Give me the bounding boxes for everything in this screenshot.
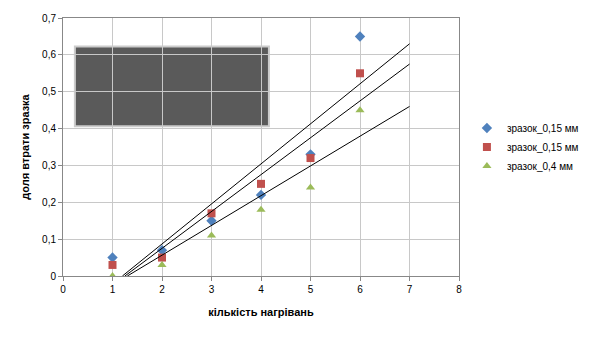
svg-text:0,3: 0,3 [42, 160, 56, 171]
svg-text:7: 7 [407, 284, 413, 295]
svg-text:5: 5 [308, 284, 314, 295]
svg-text:зразок_0,15 мм: зразок_0,15 мм [507, 142, 579, 153]
svg-text:зразок_0,4 мм: зразок_0,4 мм [507, 161, 573, 172]
svg-text:1: 1 [110, 284, 116, 295]
svg-text:2: 2 [159, 284, 165, 295]
svg-text:кількість нагрівань: кількість нагрівань [208, 306, 314, 318]
svg-text:4: 4 [258, 284, 264, 295]
svg-text:6: 6 [357, 284, 363, 295]
svg-text:0,4: 0,4 [42, 123, 56, 134]
svg-text:0,6: 0,6 [42, 49, 56, 60]
svg-text:0,1: 0,1 [42, 234, 56, 245]
svg-text:0,5: 0,5 [42, 86, 56, 97]
svg-text:0,2: 0,2 [42, 197, 56, 208]
svg-text:3: 3 [209, 284, 215, 295]
svg-text:8: 8 [456, 284, 462, 295]
svg-text:0: 0 [50, 271, 56, 282]
svg-text:доля втрати зразка: доля втрати зразка [19, 93, 31, 199]
svg-text:0,7: 0,7 [42, 13, 56, 24]
svg-text:зразок_0,15 мм: зразок_0,15 мм [507, 123, 579, 134]
svg-text:0: 0 [60, 284, 66, 295]
